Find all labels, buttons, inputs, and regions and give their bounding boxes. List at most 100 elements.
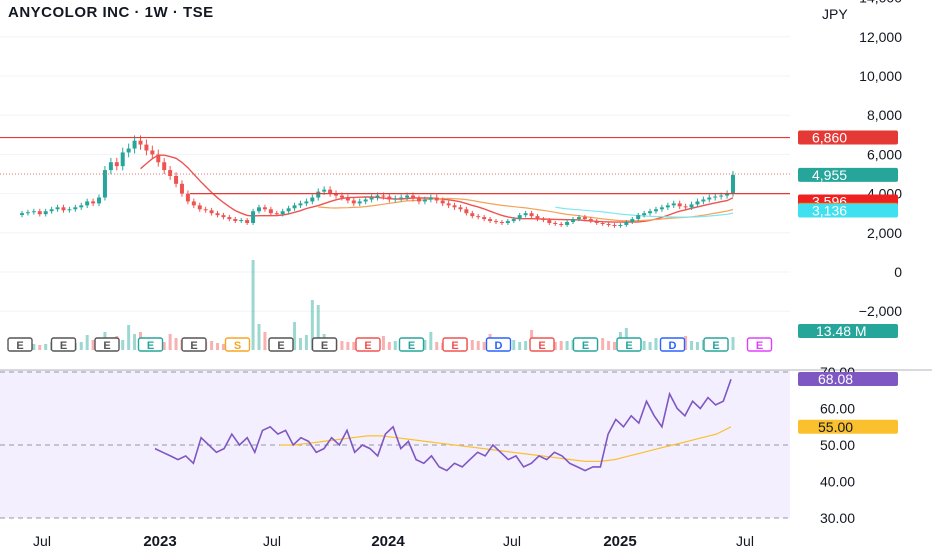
event-marker[interactable]: E [442,337,468,352]
candle-body [381,195,386,197]
event-marker[interactable]: E [703,337,729,352]
candle-body [262,207,267,210]
event-marker[interactable]: D [659,337,686,352]
event-marker-box [181,337,207,352]
event-marker[interactable]: E [94,337,120,352]
event-marker-box [659,337,686,352]
candle-body [304,201,309,204]
candle-body [547,220,552,223]
event-marker[interactable]: E [311,337,338,352]
candle-body [67,209,72,211]
candle-body [701,199,706,202]
event-marker-label: E [582,340,589,352]
candle-body [138,140,143,145]
candle-body [719,195,724,197]
candle-body [600,223,605,224]
volume-bar [690,341,694,350]
candle-body [197,205,202,210]
event-marker[interactable]: D [485,337,512,352]
candle-body [185,193,190,202]
candle-body [102,170,107,198]
event-marker[interactable]: E [181,337,207,352]
candle-body [209,210,214,214]
candle-body [387,196,392,200]
time-tick-label: Jul [263,533,281,549]
price-tick-label: 14,000 [859,0,902,6]
candle-body [470,213,475,217]
candle-body [316,191,321,198]
event-marker-label: E [451,340,458,352]
price-tick-label: 8,000 [867,107,902,123]
rsi-tick-label: 50.00 [820,437,855,453]
rsi-badge-label: 55.00 [818,419,853,435]
event-marker-box [398,337,425,352]
candle-body [428,197,433,200]
event-marker[interactable]: E [616,337,642,352]
event-marker-box [224,337,251,352]
event-marker[interactable]: E [50,337,77,352]
moving-average-orange-line [318,197,734,222]
volume-bar [316,305,320,350]
candle-body [582,217,587,220]
candle-body [73,207,78,210]
time-tick-label: Jul [33,533,51,549]
event-marker[interactable]: E [529,337,555,352]
time-tick-label: 2024 [371,533,405,550]
event-marker[interactable]: E [572,337,599,352]
volume-bar [133,334,137,350]
event-marker[interactable]: E [355,337,381,352]
volume-badge-label: 13.48 M [816,323,867,339]
volume-bar [79,342,83,350]
candle-body [458,207,463,210]
candle-body [529,213,534,217]
volume-bar [429,332,433,350]
event-marker-box [746,337,773,352]
candle-body [683,206,688,208]
candle-body [156,154,161,163]
event-marker[interactable]: E [268,337,294,352]
chart-title: ANYCOLOR INC · 1W · TSE [8,4,214,21]
volume-bar [476,341,480,350]
volume-bar [162,342,166,350]
candle-body [215,213,220,216]
event-marker-label: E [712,340,719,352]
event-marker[interactable]: E [398,337,425,352]
candle-body [108,162,113,171]
candle-body [636,215,641,220]
candle-body [446,203,451,206]
candle-body [476,216,481,218]
volume-bar [298,338,302,350]
candle-body [416,198,421,202]
event-marker[interactable]: E [7,337,33,352]
event-marker[interactable]: E [746,337,773,352]
event-marker-box [268,337,294,352]
event-marker-label: S [234,340,241,352]
event-marker-box [572,337,599,352]
event-marker-label: E [321,340,328,352]
candle-body [369,197,374,200]
event-marker-box [7,337,33,352]
candle-body [523,213,528,216]
event-marker[interactable]: E [137,337,164,352]
candle-body [713,196,718,198]
event-marker-label: E [625,340,632,352]
event-marker[interactable]: S [224,337,251,352]
volume-bar [524,341,528,350]
rsi-badge-bg [798,372,898,387]
candle-body [707,197,712,200]
volume-bar [565,341,569,350]
price-badge-bg [798,167,898,182]
price-badge-label: 4,955 [812,167,847,183]
candle-body [20,213,24,215]
volume-bar [731,337,735,350]
candle-body [120,152,125,167]
volume-bar [221,344,225,350]
event-marker-box [485,337,512,352]
candle-body [310,197,315,202]
volume-bar [210,341,214,350]
candle-body [725,193,730,196]
volume-bar [38,345,42,350]
candle-body [168,170,173,176]
volume-bar [684,336,688,350]
